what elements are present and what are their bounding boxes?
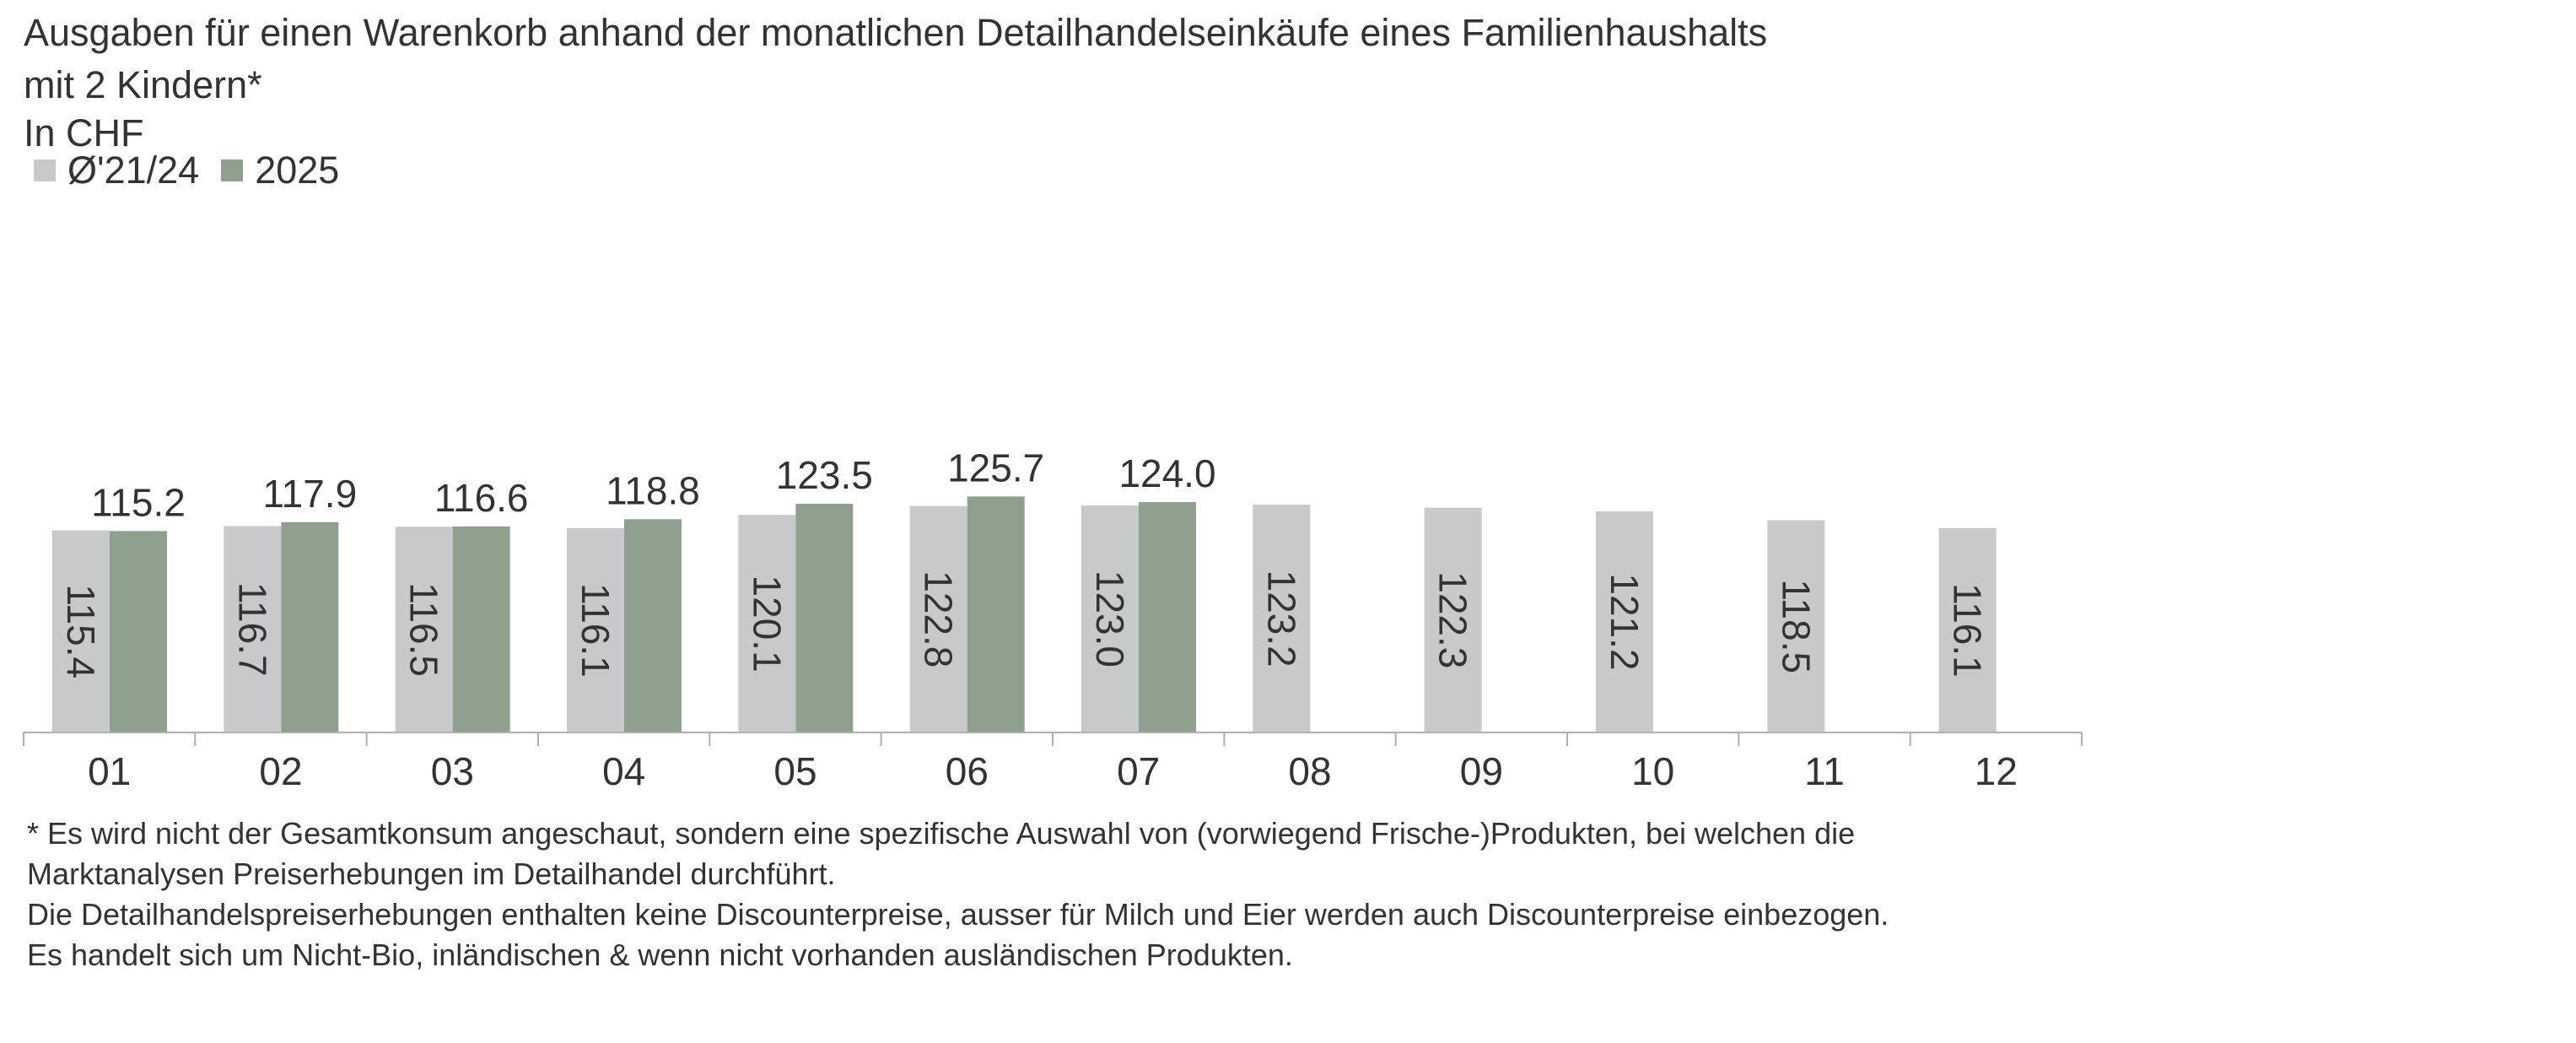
bar-avg-02 (224, 526, 282, 732)
x-tick-label-07: 07 (1117, 749, 1160, 793)
data-label-avg-11: 118.5 (1774, 579, 1818, 673)
data-label-avg-02: 116.7 (230, 582, 274, 677)
data-label-avg-08: 123.2 (1259, 570, 1303, 667)
bar-2025-01 (110, 531, 167, 732)
data-label-avg-05: 120.1 (745, 576, 789, 673)
x-tick-label-10: 10 (1631, 749, 1674, 793)
data-label-2025-06: 125.7 (947, 446, 1044, 489)
footnote-line-4: Es handelt sich um Nicht-Bio, inländisch… (27, 938, 1293, 972)
data-label-avg-09: 122.3 (1431, 571, 1475, 668)
legend-label-2025: 2025 (255, 149, 340, 192)
data-label-2025-01: 115.2 (91, 480, 186, 524)
bar-2025-05 (795, 503, 854, 732)
bar-avg-01 (52, 530, 110, 732)
data-label-avg-07: 123.0 (1088, 570, 1132, 667)
bar-avg-08 (1253, 505, 1311, 732)
chart-title-block: Ausgaben für einen Warenkorb anhand der … (24, 7, 2082, 155)
data-label-2025-02: 117.9 (262, 472, 357, 516)
bar-avg-03 (395, 527, 453, 732)
data-label-2025-05: 123.5 (776, 453, 873, 497)
data-label-avg-10: 121.2 (1603, 573, 1646, 670)
bar-2025-02 (281, 522, 339, 732)
data-label-avg-04: 116.1 (574, 583, 617, 678)
legend-swatch-2025 (221, 159, 244, 181)
data-label-avg-03: 116.5 (402, 582, 446, 677)
x-tick-label-08: 08 (1288, 749, 1331, 793)
x-tick-label-05: 05 (773, 749, 816, 793)
footnotes: * Es wird nicht der Gesamtkonsum angesch… (27, 813, 2304, 975)
data-label-avg-12: 116.1 (1946, 583, 1990, 678)
x-tick-label-12: 12 (1975, 749, 2018, 793)
x-tick-label-06: 06 (946, 749, 989, 793)
data-label-2025-07: 124.0 (1118, 451, 1215, 495)
data-label-2025-04: 118.8 (606, 468, 700, 512)
x-tick-label-11: 11 (1804, 749, 1845, 793)
data-label-avg-06: 122.8 (917, 570, 961, 667)
bar-chart: 115.4 115.2 01 116.7 117.9 02 116.5 116.6 03 116.… (23, 446, 2083, 793)
bar-avg-09 (1424, 507, 1482, 732)
chart-title-line-2: mit 2 Kindern* (24, 63, 262, 106)
legend-label-avg: Ø'21/24 (67, 149, 200, 192)
bar-2025-04 (624, 519, 682, 732)
bar-avg-07 (1081, 505, 1139, 732)
bar-avg-11 (1767, 520, 1825, 732)
bar-avg-04 (567, 527, 624, 732)
x-tick-label-02: 02 (259, 749, 302, 793)
bar-avg-05 (738, 515, 796, 732)
data-label-2025-03: 116.6 (434, 476, 529, 520)
chart-title-line-1: Ausgaben für einen Warenkorb anhand der … (24, 11, 1768, 54)
footnote-line-3: Die Detailhandelspreiserhebungen enthalt… (27, 897, 1889, 932)
legend-swatch-avg (34, 159, 56, 181)
footnote-line-2: Marktanalysen Preiserhebungen im Detailh… (27, 857, 836, 891)
legend-item-2025: 2025 (221, 149, 339, 192)
bar-2025-03 (452, 526, 510, 732)
bar-2025-06 (967, 496, 1025, 732)
legend: Ø'21/24 2025 (34, 149, 361, 192)
bar-avg-10 (1596, 511, 1653, 732)
bar-avg-06 (909, 505, 967, 732)
chart-unit: In CHF (24, 111, 144, 154)
footnote-line-1: * Es wird nicht der Gesamtkonsum angesch… (27, 816, 1856, 851)
x-tick-label-04: 04 (602, 749, 645, 793)
x-tick-label-03: 03 (431, 749, 474, 793)
x-tick-label-09: 09 (1460, 749, 1503, 793)
x-tick-label-01: 01 (88, 749, 131, 793)
legend-item-avg: Ø'21/24 (34, 149, 199, 192)
bar-avg-12 (1938, 527, 1997, 732)
data-label-avg-01: 115.4 (59, 584, 103, 678)
bar-2025-07 (1139, 502, 1196, 732)
